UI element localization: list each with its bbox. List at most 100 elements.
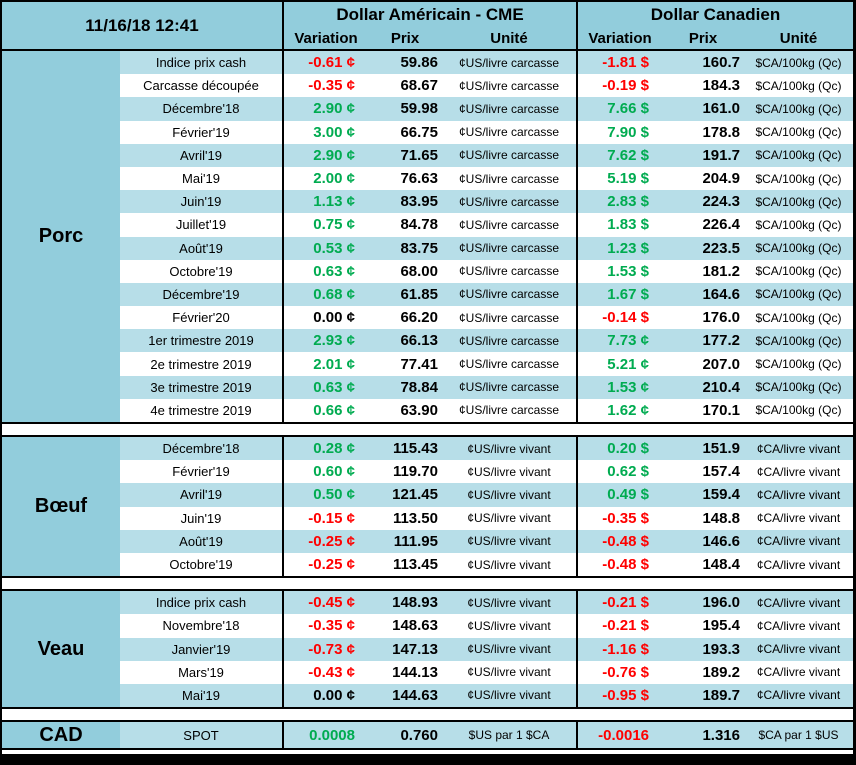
us-price: 66.75 <box>400 123 438 141</box>
section-label: CAD <box>2 722 120 749</box>
us-price: 84.78 <box>400 216 438 234</box>
us-variation: -0.61 ¢ <box>308 54 355 72</box>
us-price: 68.00 <box>400 262 438 280</box>
ca-variation: 1.53 $ <box>607 262 649 280</box>
column-header-us-unite: Unité <box>442 28 578 49</box>
table-row: 2e trimestre 2019 2.01 ¢ 77.41 ¢US/livre… <box>120 352 853 376</box>
us-variation: -0.45 ¢ <box>308 594 355 612</box>
row-label: Décembre'18 <box>120 97 284 121</box>
us-unit: ¢US/livre vivant <box>442 637 578 661</box>
ca-price: 191.7 <box>702 146 740 164</box>
us-price: 113.50 <box>392 509 438 527</box>
us-price: 78.84 <box>400 378 438 396</box>
ca-unit: $CA/100kg (Qc) <box>755 125 842 140</box>
ca-price: 204.9 <box>702 170 740 188</box>
ca-unit: $CA/100kg (Qc) <box>755 333 842 348</box>
ca-price: 189.7 <box>702 686 740 704</box>
row-label: Octobre'19 <box>120 552 284 577</box>
row-label: Avril'19 <box>120 483 284 507</box>
us-price: 83.75 <box>400 239 438 257</box>
table-row: Juillet'19 0.75 ¢ 84.78 ¢US/livre carcas… <box>120 213 853 237</box>
us-unit: ¢US/livre carcasse <box>442 51 578 75</box>
ca-price: 1.316 <box>702 726 740 744</box>
ca-price: 177.2 <box>702 332 740 350</box>
us-unit: ¢US/livre vivant <box>442 614 578 638</box>
us-variation: -0.25 ¢ <box>308 532 355 550</box>
ca-variation: 7.73 ¢ <box>607 332 649 350</box>
us-variation: 2.90 ¢ <box>313 146 355 164</box>
ca-price: 223.5 <box>702 239 740 257</box>
ca-variation: -0.48 $ <box>602 532 649 550</box>
ca-unit: ¢CA/livre vivant <box>756 665 841 680</box>
us-price: 66.13 <box>400 332 438 350</box>
ca-variation: -0.21 $ <box>602 617 649 635</box>
section-label: Porc <box>2 51 120 422</box>
us-unit: ¢US/livre vivant <box>442 591 578 615</box>
ca-price: 207.0 <box>702 355 740 373</box>
us-unit: ¢US/livre vivant <box>442 660 578 684</box>
row-label: Indice prix cash <box>120 591 284 615</box>
sections-container: Porc Indice prix cash -0.61 ¢ 59.86 ¢US/… <box>2 49 853 751</box>
ca-price: 170.1 <box>702 401 740 419</box>
ca-variation: 1.53 ¢ <box>607 378 649 396</box>
ca-price: 195.4 <box>702 617 740 635</box>
table-row: 4e trimestre 2019 0.66 ¢ 63.90 ¢US/livre… <box>120 398 853 422</box>
us-unit: ¢US/livre carcasse <box>442 166 578 191</box>
ca-unit: ¢CA/livre vivant <box>756 557 841 572</box>
row-label: Février'19 <box>120 460 284 484</box>
table-row: Octobre'19 0.63 ¢ 68.00 ¢US/livre carcas… <box>120 259 853 283</box>
ca-unit: ¢CA/livre vivant <box>756 642 841 657</box>
commodity-section: Porc Indice prix cash -0.61 ¢ 59.86 ¢US/… <box>2 49 853 424</box>
ca-unit: $CA/100kg (Qc) <box>755 171 842 186</box>
ca-variation: 1.83 $ <box>607 216 649 234</box>
us-variation: 0.00 ¢ <box>313 686 355 704</box>
us-variation: 0.0008 <box>309 726 355 744</box>
us-price: 113.45 <box>392 556 438 574</box>
us-unit: ¢US/livre vivant <box>442 529 578 553</box>
us-unit: ¢US/livre carcasse <box>442 213 578 237</box>
us-variation: 0.53 ¢ <box>313 239 355 257</box>
ca-unit: $CA/100kg (Qc) <box>755 403 842 418</box>
row-label: SPOT <box>120 722 284 749</box>
ca-unit: $CA/100kg (Qc) <box>755 264 842 279</box>
ca-unit: $CA/100kg (Qc) <box>755 78 842 93</box>
us-variation: 0.75 ¢ <box>313 216 355 234</box>
us-unit: ¢US/livre carcasse <box>442 282 578 307</box>
ca-unit: $CA/100kg (Qc) <box>755 380 842 395</box>
ca-price: 164.6 <box>702 285 740 303</box>
row-label: Carcasse découpée <box>120 74 284 98</box>
table-row: Juin'19 -0.15 ¢ 113.50 ¢US/livre vivant … <box>120 506 853 530</box>
ca-variation: -0.76 $ <box>602 663 649 681</box>
us-unit: ¢US/livre carcasse <box>442 329 578 353</box>
column-header-ca-variation: Variation <box>588 30 652 47</box>
ca-price: 160.7 <box>702 54 740 72</box>
us-variation: -0.25 ¢ <box>308 556 355 574</box>
ca-price: 157.4 <box>702 463 740 481</box>
us-variation: 0.50 ¢ <box>313 486 355 504</box>
ca-price: 226.4 <box>702 216 740 234</box>
table-row: Décembre'18 2.90 ¢ 59.98 ¢US/livre carca… <box>120 97 853 121</box>
us-unit: ¢US/livre vivant <box>442 552 578 577</box>
ca-price: 184.3 <box>702 77 740 95</box>
ca-unit: ¢CA/livre vivant <box>756 618 841 633</box>
ca-variation: 5.19 $ <box>607 170 649 188</box>
table-row: Mars'19 -0.43 ¢ 144.13 ¢US/livre vivant … <box>120 660 853 684</box>
section-spacer <box>2 424 853 435</box>
ca-variation: 0.20 $ <box>607 440 649 458</box>
us-unit: ¢US/livre carcasse <box>442 236 578 260</box>
ca-variation: 1.23 $ <box>607 239 649 257</box>
ca-variation: -0.21 $ <box>602 594 649 612</box>
us-unit: ¢US/livre carcasse <box>442 398 578 422</box>
commodity-section: CAD SPOT 0.0008 0.760 $US par 1 $CA -0.0… <box>2 720 853 751</box>
table-row: Février'19 0.60 ¢ 119.70 ¢US/livre vivan… <box>120 460 853 484</box>
us-price: 63.90 <box>400 401 438 419</box>
table-row: Octobre'19 -0.25 ¢ 113.45 ¢US/livre viva… <box>120 552 853 577</box>
table-row: Mai'19 0.00 ¢ 144.63 ¢US/livre vivant -0… <box>120 683 853 708</box>
ca-unit: $CA/100kg (Qc) <box>755 55 842 70</box>
us-unit: ¢US/livre carcasse <box>442 120 578 144</box>
ca-variation: 7.90 $ <box>607 123 649 141</box>
column-header-us-prix: Prix <box>390 30 420 47</box>
us-variation: 3.00 ¢ <box>313 123 355 141</box>
ca-price: 146.6 <box>702 532 740 550</box>
table-row: Indice prix cash -0.45 ¢ 148.93 ¢US/livr… <box>120 591 853 615</box>
